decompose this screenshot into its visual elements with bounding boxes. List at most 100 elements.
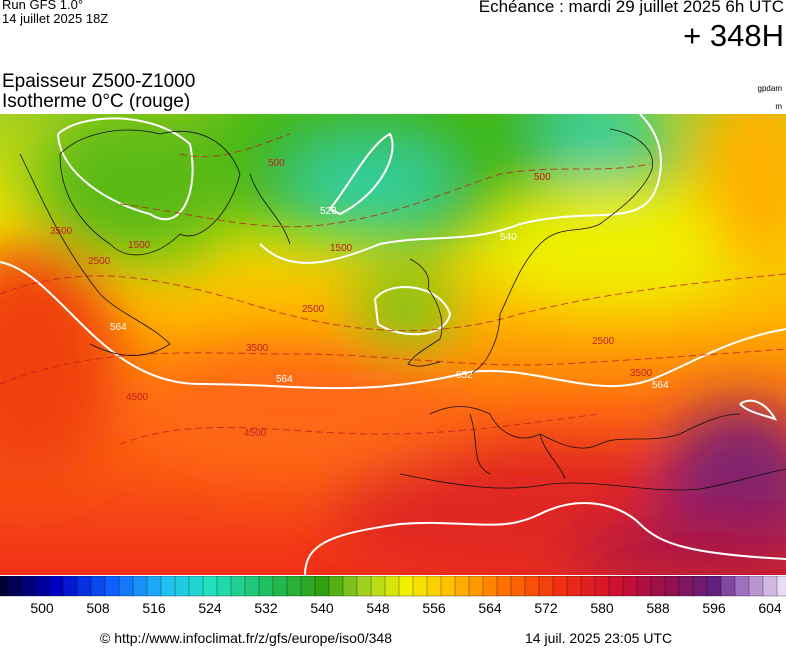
colorbar-swatch xyxy=(524,576,540,597)
colorbar-swatch xyxy=(384,576,400,597)
colorbar-swatch xyxy=(34,576,50,597)
contour-label: 528 xyxy=(320,206,337,217)
colorbar-swatch xyxy=(272,576,288,597)
colorbar-tick-label: 596 xyxy=(702,600,726,616)
colorbar-swatch xyxy=(608,576,624,597)
colorbar-swatch xyxy=(104,576,120,597)
colorbar-swatch xyxy=(566,576,582,597)
colorbar-tick-label: 580 xyxy=(590,600,614,616)
colorbar-swatch xyxy=(62,576,78,597)
colorbar-swatch xyxy=(202,576,218,597)
colorbar-swatch xyxy=(258,576,274,597)
colorbar-swatch xyxy=(636,576,652,597)
contour-label: 3500 xyxy=(50,226,73,237)
contour-label: 4500 xyxy=(126,392,149,403)
colorbar-swatch xyxy=(90,576,106,597)
colorbar-tick-label: 588 xyxy=(646,600,670,616)
contour-label: 2500 xyxy=(302,304,325,315)
colorbar: 500 508 516 524 532 540 548 556 564 572 580 588 596 6… xyxy=(0,576,786,616)
contour-label: 500 xyxy=(268,158,285,169)
colorbar-tick-label: 540 xyxy=(310,600,334,616)
colorbar-swatch xyxy=(314,576,330,597)
colorbar-swatch xyxy=(412,576,428,597)
colorbar-swatch xyxy=(356,576,372,597)
contour-label: 2500 xyxy=(592,336,615,347)
source: © http://www.infoclimat.fr/z/gfs/europe/… xyxy=(100,630,393,646)
contour-label: 540 xyxy=(500,232,517,243)
colorbar-swatch xyxy=(0,576,8,597)
colorbar-tick-label: 604 xyxy=(758,600,782,616)
colorbar-swatch xyxy=(762,576,778,597)
contour-label: 564 xyxy=(652,380,669,391)
colorbar-swatch xyxy=(776,576,786,597)
colorbar-tick-label: 508 xyxy=(86,600,110,616)
colorbar-tick-label: 564 xyxy=(478,600,502,616)
colorbar-tick-label: 556 xyxy=(422,600,446,616)
colorbar-tick-label: 548 xyxy=(366,600,390,616)
colorbar-swatch xyxy=(720,576,736,597)
colorbar-swatch xyxy=(468,576,484,597)
colorbar-swatch xyxy=(510,576,526,597)
contour-label: 564 xyxy=(110,322,127,333)
lead-time: + 348H xyxy=(683,18,784,53)
colorbar-swatch xyxy=(538,576,554,597)
map-subtitle: Isotherme 0°C (rouge) xyxy=(2,91,191,112)
map-title: Epaisseur Z500-Z1000 xyxy=(2,71,196,92)
colorbar-swatch xyxy=(174,576,190,597)
unit: m xyxy=(775,102,782,111)
contour-label: 1500 xyxy=(330,243,353,254)
colorbar-tick-label: 500 xyxy=(30,600,54,616)
colorbar-swatch xyxy=(160,576,176,597)
contour-label: 552 xyxy=(456,370,473,381)
unit: gpdam xyxy=(757,84,782,93)
contour-label: 4500 xyxy=(244,428,267,439)
colorbar-swatch xyxy=(300,576,316,597)
colorbar-swatch xyxy=(748,576,764,597)
contour-label: 3500 xyxy=(246,343,269,354)
colorbar-tick-label: 532 xyxy=(254,600,278,616)
colorbar-swatch xyxy=(370,576,386,597)
colorbar-swatch xyxy=(440,576,456,597)
contour-label: 2500 xyxy=(88,256,111,267)
run-date: 14 juillet 2025 18Z xyxy=(2,11,109,26)
colorbar-swatch xyxy=(342,576,358,597)
colorbar-swatch xyxy=(734,576,750,597)
colorbar-swatch xyxy=(328,576,344,597)
colorbar-tick-label: 572 xyxy=(534,600,558,616)
colorbar-swatch xyxy=(398,576,414,597)
field xyxy=(0,114,786,575)
colorbar-tick-label: 516 xyxy=(142,600,166,616)
colorbar-swatch xyxy=(426,576,442,597)
run: Run GFS 1.0° xyxy=(2,0,84,12)
contour-label: 3500 xyxy=(630,368,653,379)
colorbar-swatch xyxy=(48,576,64,597)
colorbar-swatch xyxy=(20,576,36,597)
thickness-contours xyxy=(0,114,786,575)
contour-labels: 564 564 564 552 540 528 2500 2500 2500 3… xyxy=(50,158,669,439)
colorbar-swatch xyxy=(188,576,204,597)
contour-label: 500 xyxy=(534,172,551,183)
contour-label: 1500 xyxy=(128,240,151,251)
colorbar-swatch xyxy=(706,576,722,597)
colorbar-swatch xyxy=(216,576,232,597)
colorbar-swatch xyxy=(132,576,148,597)
colorbar-swatch xyxy=(678,576,694,597)
colorbar-swatch xyxy=(118,576,134,597)
generated: 14 juil. 2025 23:05 UTC xyxy=(525,630,673,646)
colorbar-swatch xyxy=(580,576,596,597)
valid-time: Echéance : mardi 29 juillet 2025 6h UTC xyxy=(478,0,784,16)
colorbar-swatch xyxy=(594,576,610,597)
colorbar-swatch xyxy=(664,576,680,597)
colorbar-swatch xyxy=(650,576,666,597)
colorbar-swatch xyxy=(454,576,470,597)
coastlines xyxy=(19,128,786,491)
map: 564 564 564 552 540 528 2500 2500 2500 3… xyxy=(0,114,786,575)
colorbar-swatch xyxy=(146,576,162,597)
colorbar-swatch xyxy=(76,576,92,597)
colorbar-swatch xyxy=(230,576,246,597)
colorbar-tick-label: 524 xyxy=(198,600,222,616)
colorbar-swatch xyxy=(692,576,708,597)
colorbar-swatch xyxy=(496,576,512,597)
colorbar-swatch xyxy=(286,576,302,597)
